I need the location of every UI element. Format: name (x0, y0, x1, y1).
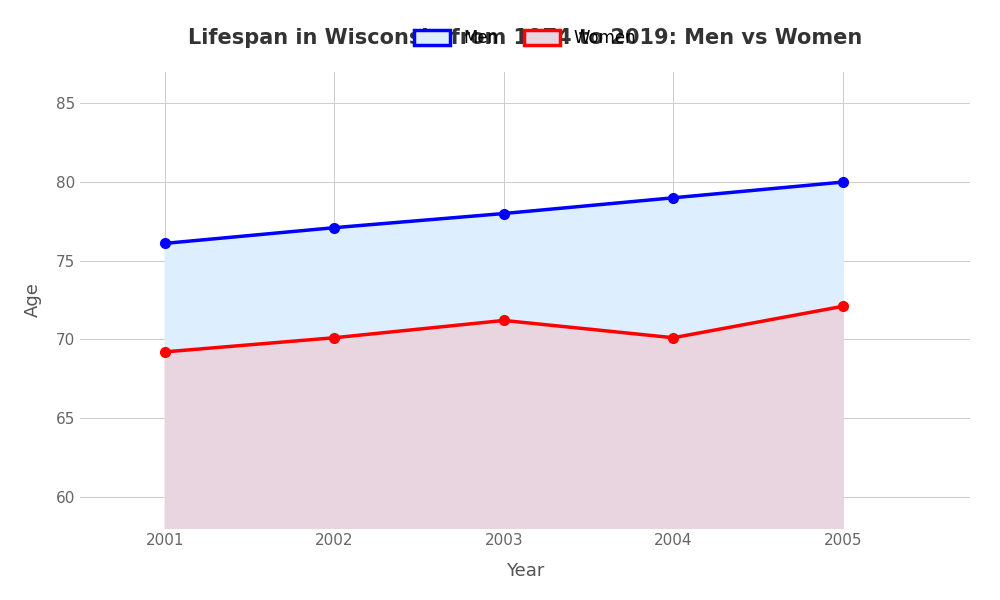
Legend: Men, Women: Men, Women (405, 21, 645, 56)
Title: Lifespan in Wisconsin from 1974 to 2019: Men vs Women: Lifespan in Wisconsin from 1974 to 2019:… (188, 28, 862, 48)
Y-axis label: Age: Age (24, 283, 42, 317)
X-axis label: Year: Year (506, 562, 544, 580)
